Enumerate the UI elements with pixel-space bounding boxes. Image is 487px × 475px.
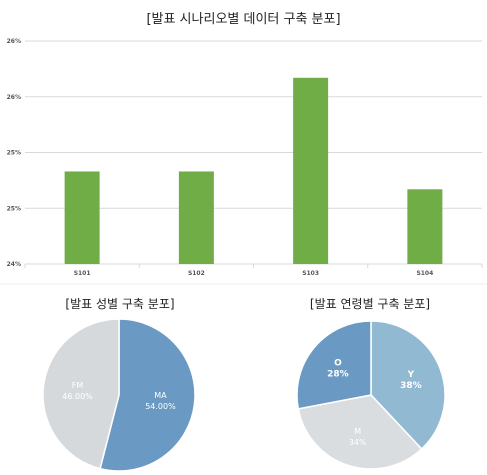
gender-slice-ma bbox=[99, 318, 196, 472]
bar-s103 bbox=[293, 77, 329, 264]
gender-slice-fm bbox=[42, 318, 120, 470]
gender-value-ma: 54.00% bbox=[145, 402, 176, 411]
y-tick-label: 26% bbox=[7, 38, 21, 45]
age-value-o: 28% bbox=[327, 370, 349, 380]
age-value-m: 34% bbox=[349, 438, 367, 447]
y-tick-label: 25% bbox=[7, 150, 21, 157]
gender-label-fm: FM bbox=[72, 381, 84, 390]
age-pie-title: [발표 연령별 구축 분포] bbox=[309, 297, 431, 311]
x-tick-label: S103 bbox=[302, 270, 319, 277]
age-value-y: 38% bbox=[400, 381, 422, 391]
age-slice-o bbox=[296, 320, 372, 410]
gender-label-ma: MA bbox=[154, 391, 167, 400]
bar-s101 bbox=[64, 171, 100, 264]
x-tick-label: S104 bbox=[416, 270, 433, 277]
gender-value-fm: 46.00% bbox=[62, 392, 93, 401]
x-tick-label: S101 bbox=[74, 270, 91, 277]
age-label-o: O bbox=[334, 359, 342, 369]
bar-s104 bbox=[407, 189, 443, 264]
bar-chart-title: [발표 시나리오별 데이터 구축 분포] bbox=[146, 12, 341, 27]
y-tick-label: 24% bbox=[7, 261, 21, 268]
age-label-m: M bbox=[354, 427, 361, 436]
y-tick-label: 25% bbox=[7, 205, 21, 212]
age-label-y: Y bbox=[407, 370, 415, 380]
bar-s102 bbox=[178, 171, 214, 264]
age-slice-y bbox=[370, 320, 446, 451]
gender-pie-title: [발표 성별 구축 분포] bbox=[65, 297, 175, 311]
x-tick-label: S102 bbox=[188, 270, 205, 277]
y-tick-label: 26% bbox=[7, 94, 21, 101]
age-slice-m bbox=[297, 394, 423, 470]
